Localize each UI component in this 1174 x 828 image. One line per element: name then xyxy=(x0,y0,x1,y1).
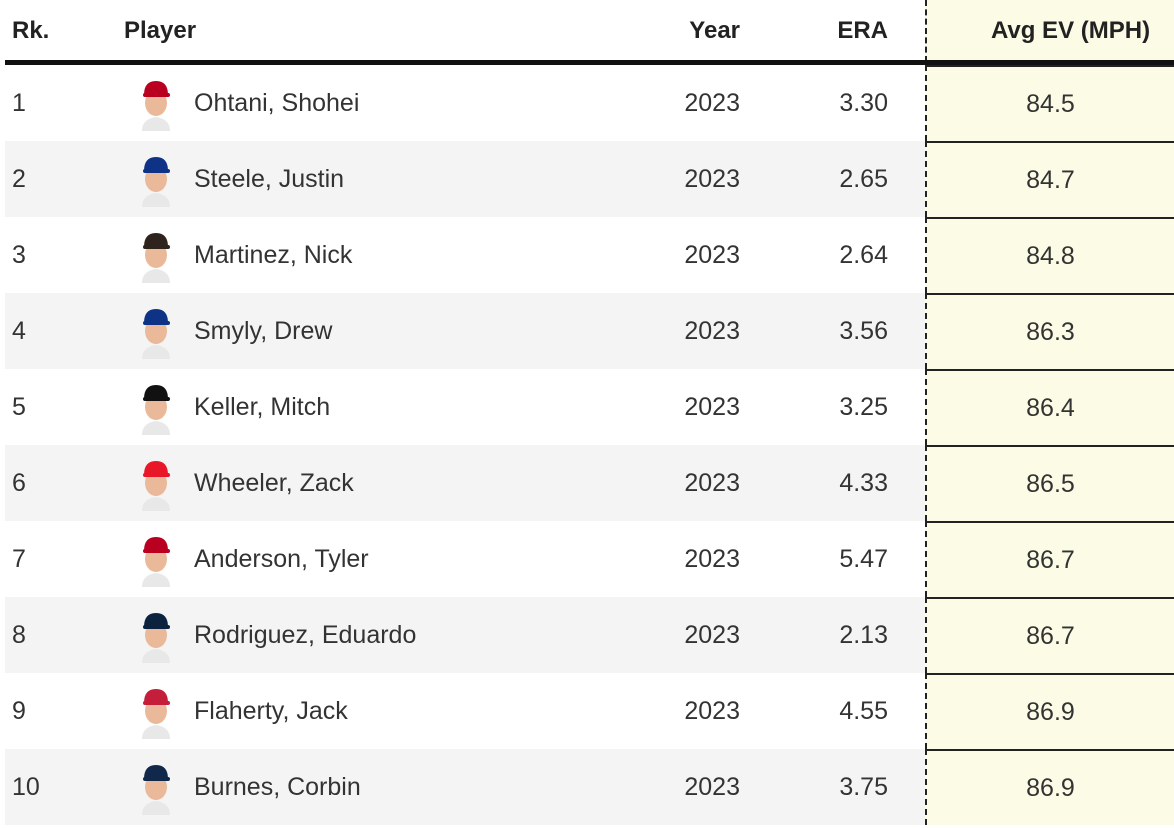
player-name[interactable]: Keller, Mitch xyxy=(194,392,331,421)
table-cell: 84.8 xyxy=(925,217,1174,293)
table-cell: 7 xyxy=(12,544,26,573)
table-row: 7 Anderson, Tyler 2023 5.47 86.7 xyxy=(5,521,1174,597)
table-row: 3 Martinez, Nick 2023 2.64 84.8 xyxy=(5,217,1174,293)
table-cell: 86.4 xyxy=(925,369,1174,445)
table-cell: 2 xyxy=(12,164,26,193)
table-cell: 2023 xyxy=(684,88,740,117)
table-cell: 4.55 xyxy=(839,696,888,725)
player-name[interactable]: Rodriguez, Eduardo xyxy=(194,620,417,649)
table-cell: 3.75 xyxy=(839,772,888,801)
player-cell[interactable]: Wheeler, Zack xyxy=(124,445,354,521)
table-cell: 2023 xyxy=(684,544,740,573)
player-cell[interactable]: Anderson, Tyler xyxy=(124,521,369,597)
table-cell: 84.7 xyxy=(925,141,1174,217)
header-cell[interactable]: Player xyxy=(124,17,197,44)
header-row: Rk. Player Year ERA Avg EV (MPH) xyxy=(5,0,1174,62)
table-cell: 86.3 xyxy=(925,293,1174,369)
player-name[interactable]: Wheeler, Zack xyxy=(194,468,354,497)
player-cell[interactable]: Ohtani, Shohei xyxy=(124,65,359,141)
player-headshot xyxy=(142,613,170,663)
player-headshot xyxy=(142,461,170,511)
table-cell: 1 xyxy=(12,88,26,117)
table-cell: 2023 xyxy=(684,164,740,193)
table-cell: 9 xyxy=(12,696,26,725)
table-cell: 3.25 xyxy=(839,392,888,421)
table-cell: 3.30 xyxy=(839,88,888,117)
player-name[interactable]: Steele, Justin xyxy=(194,164,345,193)
table-cell: 4 xyxy=(12,316,26,345)
table-cell: 2.65 xyxy=(839,164,888,193)
player-cell[interactable]: Steele, Justin xyxy=(124,141,344,217)
table-cell: 2023 xyxy=(684,392,740,421)
player-cell[interactable]: Martinez, Nick xyxy=(124,217,352,293)
player-headshot xyxy=(142,689,170,739)
player-cell[interactable]: Smyly, Drew xyxy=(124,293,332,369)
player-name[interactable]: Anderson, Tyler xyxy=(194,544,369,573)
player-headshot xyxy=(142,309,170,359)
player-headshot xyxy=(142,385,170,435)
player-name[interactable]: Burnes, Corbin xyxy=(194,772,361,801)
header-cell[interactable]: Avg EV (MPH) xyxy=(925,0,1174,62)
table-cell: 86.9 xyxy=(925,749,1174,825)
table-row: 6 Wheeler, Zack 2023 4.33 86.5 xyxy=(5,445,1174,521)
header-cell[interactable]: Rk. xyxy=(12,17,50,44)
table-row: 5 Keller, Mitch 2023 3.25 86.4 xyxy=(5,369,1174,445)
player-headshot xyxy=(142,537,170,587)
table-cell: 2023 xyxy=(684,620,740,649)
table-cell: 2.13 xyxy=(839,620,888,649)
player-headshot xyxy=(142,81,170,131)
table-cell: 84.5 xyxy=(925,65,1174,141)
header-cell[interactable]: ERA xyxy=(837,17,888,44)
table-cell: 5.47 xyxy=(839,544,888,573)
player-name[interactable]: Ohtani, Shohei xyxy=(194,88,360,117)
header-rule xyxy=(5,60,1174,65)
player-cell[interactable]: Keller, Mitch xyxy=(124,369,330,445)
table-cell: 86.7 xyxy=(925,521,1174,597)
table-cell: 3.56 xyxy=(839,316,888,345)
player-cell[interactable]: Rodriguez, Eduardo xyxy=(124,597,416,673)
player-headshot xyxy=(142,765,170,815)
table-row: 1 Ohtani, Shohei 2023 3.30 84.5 xyxy=(5,65,1174,141)
table-row: 4 Smyly, Drew 2023 3.56 86.3 xyxy=(5,293,1174,369)
table-cell: 2023 xyxy=(684,240,740,269)
table-cell: 8 xyxy=(12,620,26,649)
table-cell: 2023 xyxy=(684,316,740,345)
table-cell: 2023 xyxy=(684,772,740,801)
table-cell: 86.9 xyxy=(925,673,1174,749)
table-cell: 3 xyxy=(12,240,26,269)
player-headshot xyxy=(142,233,170,283)
table-row: 10 Burnes, Corbin 2023 3.75 86.9 xyxy=(5,749,1174,825)
player-name[interactable]: Smyly, Drew xyxy=(194,316,333,345)
table-row: 9 Flaherty, Jack 2023 4.55 86.9 xyxy=(5,673,1174,749)
player-cell[interactable]: Burnes, Corbin xyxy=(124,749,361,825)
table-cell: 4.33 xyxy=(839,468,888,497)
table-cell: 5 xyxy=(12,392,26,421)
table-cell: 86.7 xyxy=(925,597,1174,673)
table-cell: 86.5 xyxy=(925,445,1174,521)
table-cell: 10 xyxy=(12,772,40,801)
player-headshot xyxy=(142,157,170,207)
header-cell[interactable]: Year xyxy=(689,17,740,44)
table-row: 8 Rodriguez, Eduardo 2023 2.13 86.7 xyxy=(5,597,1174,673)
table-cell: 2023 xyxy=(684,468,740,497)
table-cell: 2.64 xyxy=(839,240,888,269)
table-cell: 2023 xyxy=(684,696,740,725)
player-name[interactable]: Flaherty, Jack xyxy=(194,696,348,725)
player-cell[interactable]: Flaherty, Jack xyxy=(124,673,348,749)
player-name[interactable]: Martinez, Nick xyxy=(194,240,353,269)
table-row: 2 Steele, Justin 2023 2.65 84.7 xyxy=(5,141,1174,217)
table-cell: 6 xyxy=(12,468,26,497)
